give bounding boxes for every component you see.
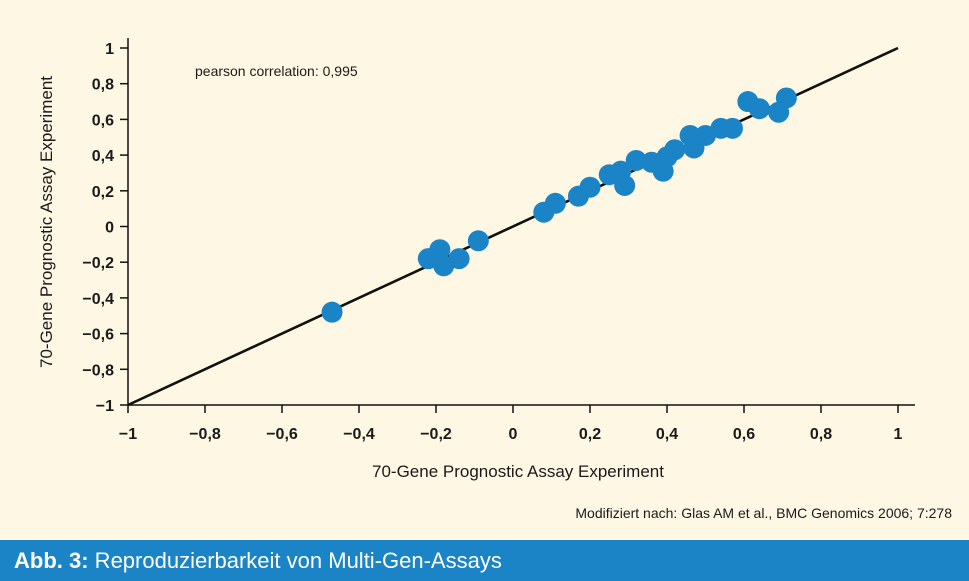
y-tick-label: 1 — [105, 41, 114, 58]
y-tick-label: 0,6 — [92, 112, 114, 129]
x-tick-label: −0,6 — [266, 426, 298, 443]
x-ticks: −1 −0,8 −0,6 −0,4 −0,2 0 0,2 0,4 0,6 0,8 1 — [119, 405, 903, 443]
data-point — [721, 117, 743, 139]
data-point — [664, 139, 686, 161]
axes: 10,80,60,40,20−0,2−0,4−0,6−0,8−1 −1 −0,8−… — [82, 38, 915, 443]
data-point — [448, 248, 470, 270]
caption-label: Abb. 3: — [14, 548, 89, 573]
y-ticks: 1 0,8 0,6 0,4 0,2 0 −0,2 −0,4 −0,6 −0,8 −1 — [82, 41, 128, 415]
x-tick-label: −0,2 — [420, 426, 452, 443]
y-tick-label: 0,2 — [92, 184, 114, 201]
data-point — [775, 87, 797, 109]
x-tick-label: 0,4 — [656, 426, 678, 443]
data-point — [748, 98, 770, 120]
x-tick-label: −0,8 — [189, 426, 221, 443]
source-note: Modifiziert nach: Glas AM et al., BMC Ge… — [575, 505, 952, 521]
x-tick-label: 1 — [894, 426, 903, 443]
x-tick-label: 0,8 — [810, 426, 832, 443]
scatter-chart: 10,80,60,40,20−0,2−0,4−0,6−0,8−1 −1 −0,8−… — [37, 38, 952, 521]
y-tick-label: 0 — [105, 220, 114, 237]
data-point — [321, 301, 343, 323]
data-point — [614, 174, 636, 196]
caption-bar: Abb. 3: Reproduzierbarkeit von Multi-Gen… — [0, 540, 969, 581]
y-tick-label: −0,6 — [82, 327, 114, 344]
data-points — [321, 87, 797, 323]
y-axis-title: 70-Gene Prognostic Assay Experiment — [37, 76, 56, 368]
caption-text: Reproduzierbarkeit von Multi-Gen-Assays — [88, 548, 502, 573]
correlation-annotation: pearson correlation: 0,995 — [195, 63, 358, 79]
data-point — [625, 149, 647, 171]
y-tick-label: −1 — [96, 398, 114, 415]
x-axis-title: 70-Gene Prognostic Assay Experiment — [372, 462, 664, 481]
y-tick-label: −0,8 — [82, 362, 114, 379]
x-tick-label: 0,2 — [579, 426, 601, 443]
y-tick-label: −0,2 — [82, 255, 114, 272]
data-point — [579, 176, 601, 198]
data-point — [429, 239, 451, 261]
x-tick-label: −1 — [119, 426, 137, 443]
x-tick-label: 0 — [509, 426, 518, 443]
y-tick-label: 0,4 — [92, 148, 114, 165]
x-tick-label: −0,4 — [343, 426, 375, 443]
y-tick-label: −0,4 — [82, 291, 114, 308]
y-tick-label: 0,8 — [92, 77, 114, 94]
x-tick-label: 0,6 — [733, 426, 755, 443]
data-point — [544, 192, 566, 214]
scatter-figure: 1 0,8 0,6 0,4 0,2 0 −0,2 −0,4 −0,6 −0,8 −1 −1 −0,8−… — [37, 38, 952, 521]
data-point — [467, 230, 489, 252]
